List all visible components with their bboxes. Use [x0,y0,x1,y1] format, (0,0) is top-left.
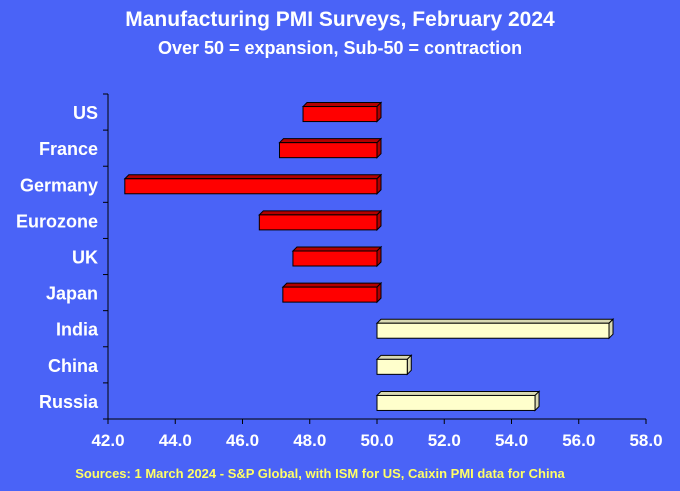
x-tick-label: 48.0 [293,431,326,450]
bar-top-face [258,210,383,216]
category-label: India [56,320,99,340]
bar-japan [282,286,378,303]
x-tick-label: 58.0 [629,431,662,450]
x-tick-label: 44.0 [159,431,192,450]
x-tick-label: 54.0 [495,431,528,450]
bar-side-face [376,281,382,304]
x-tick-label: 46.0 [226,431,259,450]
category-label: China [48,356,99,376]
category-label: UK [72,248,98,268]
bar-uk [292,250,378,267]
bar-top-face [291,246,383,252]
bar-france [278,142,378,159]
bar-germany [124,178,378,195]
bar-eurozone [258,214,378,231]
bar-side-face [376,245,382,268]
category-label: Japan [46,284,98,304]
bar-top-face [375,354,413,360]
bar-side-face [376,137,382,159]
category-label: Germany [20,175,98,195]
bar-side-face [376,101,382,123]
bar-side-face [376,209,382,232]
x-tick-label: 56.0 [562,431,595,450]
bar-top-face [375,318,615,324]
bar-top-face [375,390,541,396]
bar-china [376,358,408,375]
chart-subtitle: Over 50 = expansion, Sub-50 = contractio… [157,38,523,58]
x-tick-label: 52.0 [428,431,461,450]
bar-top-face [123,174,383,180]
bar-side-face [608,318,614,340]
chart-title: Manufacturing PMI Surveys, February 2024 [125,8,555,31]
category-label: Russia [39,392,99,412]
bar-us [302,106,378,123]
category-label: France [39,139,98,159]
bar-russia [376,394,536,411]
bar-side-face [406,354,412,376]
bar-side-face [534,390,540,412]
x-tick-label: 42.0 [91,431,124,450]
bar-top-face [301,102,383,108]
category-label: Eurozone [16,211,98,231]
bar-top-face [281,282,383,288]
chart-source: Sources: 1 March 2024 - S&P Global, with… [75,466,565,481]
bar-side-face [376,173,382,195]
bar-india [376,322,610,339]
x-tick-label: 50.0 [360,431,393,450]
bar-top-face [278,138,383,144]
category-label: US [73,103,98,123]
